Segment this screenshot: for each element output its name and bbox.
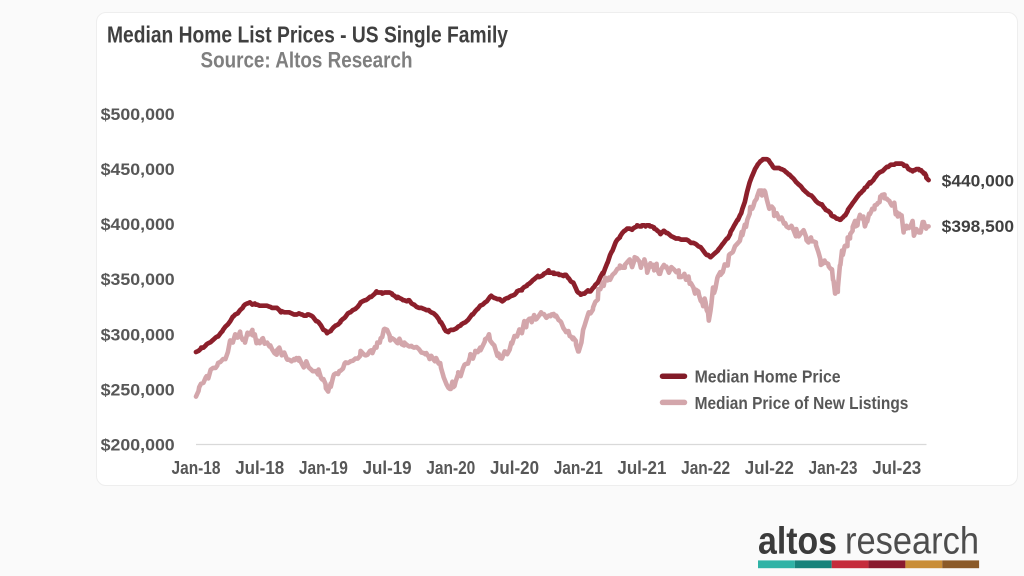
svg-text:research: research (845, 521, 979, 563)
svg-text:Jul-19: Jul-19 (363, 458, 412, 478)
svg-text:Median Home List Prices - US S: Median Home List Prices - US Single Fami… (107, 22, 508, 48)
svg-text:Jul-22: Jul-22 (745, 458, 794, 478)
svg-text:$350,000: $350,000 (101, 271, 175, 289)
svg-text:Jul-21: Jul-21 (617, 458, 666, 478)
svg-text:$300,000: $300,000 (101, 326, 175, 344)
svg-text:Jan-23: Jan-23 (809, 458, 858, 478)
svg-text:Jul-20: Jul-20 (490, 458, 539, 478)
svg-text:Source: Altos Research: Source: Altos Research (201, 48, 413, 73)
svg-text:Jan-19: Jan-19 (299, 458, 348, 478)
svg-text:Jul-23: Jul-23 (872, 458, 921, 478)
svg-text:Jan-21: Jan-21 (554, 458, 603, 478)
svg-text:$200,000: $200,000 (101, 437, 175, 455)
svg-text:$250,000: $250,000 (101, 381, 175, 399)
svg-text:Median Price of New Listings: Median Price of New Listings (695, 393, 909, 413)
svg-text:altos: altos (758, 521, 837, 563)
svg-text:Jan-20: Jan-20 (426, 458, 475, 478)
svg-text:$398,500: $398,500 (942, 217, 1014, 236)
svg-text:Median Home Price: Median Home Price (695, 366, 841, 386)
svg-text:Jan-18: Jan-18 (172, 458, 221, 478)
svg-text:$400,000: $400,000 (101, 216, 175, 234)
svg-text:$440,000: $440,000 (942, 171, 1014, 190)
svg-text:$450,000: $450,000 (101, 161, 175, 179)
svg-text:$500,000: $500,000 (101, 106, 175, 124)
svg-text:Jul-18: Jul-18 (235, 458, 284, 478)
svg-text:Jan-22: Jan-22 (681, 458, 730, 478)
